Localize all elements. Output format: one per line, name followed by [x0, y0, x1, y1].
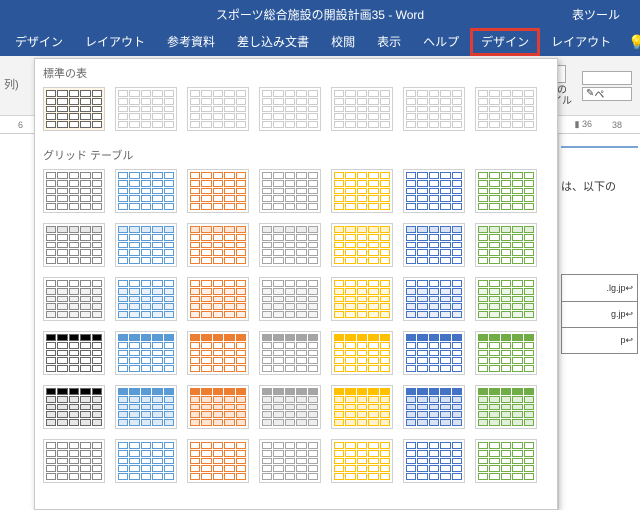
ribbon-tab-7[interactable]: デザイン — [470, 28, 540, 56]
ribbon-tabs: デザインレイアウト参考資料差し込み文書校閲表示ヘルプデザインレイアウト💡 — [0, 28, 640, 56]
doc-table-fragment: .lg.jp↩g.jp↩p↩ — [561, 274, 638, 354]
pen-controls: ✎ペ — [582, 71, 632, 101]
table-style-option[interactable] — [115, 277, 177, 321]
ribbon-tab-8[interactable]: レイアウト — [540, 28, 622, 56]
table-style-option[interactable] — [43, 277, 105, 321]
ribbon-tab-6[interactable]: ヘルプ — [412, 28, 470, 56]
table-style-option[interactable] — [43, 385, 105, 429]
table-style-option[interactable] — [43, 439, 105, 483]
table-style-option[interactable] — [259, 439, 321, 483]
table-style-option[interactable] — [403, 277, 465, 321]
ruler-mark: ▮ 36 — [575, 119, 592, 130]
table-style-option[interactable] — [187, 169, 249, 213]
table-style-option[interactable] — [331, 277, 393, 321]
table-style-option[interactable] — [331, 169, 393, 213]
table-style-option[interactable] — [331, 331, 393, 375]
table-style-option[interactable] — [403, 439, 465, 483]
table-style-option[interactable] — [259, 169, 321, 213]
table-style-option[interactable] — [475, 87, 537, 131]
table-style-option[interactable] — [475, 331, 537, 375]
doc-table-cell: p↩ — [562, 327, 637, 353]
ribbon-fragment-left: 列) — [4, 76, 19, 92]
table-style-option[interactable] — [403, 87, 465, 131]
table-style-option[interactable] — [187, 223, 249, 267]
document-peek: は、以下の .lg.jp↩g.jp↩p↩ — [558, 134, 640, 510]
table-style-option[interactable] — [403, 169, 465, 213]
table-style-option[interactable] — [403, 331, 465, 375]
doc-heading-rule — [561, 146, 638, 148]
ribbon-tab-3[interactable]: 差し込み文書 — [226, 28, 320, 56]
gallery-section-grid: グリッド テーブル — [35, 141, 557, 165]
table-style-option[interactable] — [259, 331, 321, 375]
table-style-option[interactable] — [331, 223, 393, 267]
table-style-option[interactable] — [115, 439, 177, 483]
table-style-option[interactable] — [403, 223, 465, 267]
document-title: スポーツ総合施設の開設計画35 - Word — [0, 6, 640, 23]
table-style-option[interactable] — [403, 385, 465, 429]
table-style-option[interactable] — [115, 87, 177, 131]
table-style-option[interactable] — [115, 169, 177, 213]
table-style-option[interactable] — [187, 277, 249, 321]
table-style-option[interactable] — [43, 169, 105, 213]
table-style-option[interactable] — [259, 277, 321, 321]
pen-width-dropdown[interactable] — [582, 71, 632, 85]
tell-me-icon[interactable]: 💡 — [628, 34, 640, 51]
pen-color-dropdown[interactable]: ✎ペ — [582, 87, 632, 101]
gallery-section-plain: 標準の表 — [35, 59, 557, 83]
table-style-option[interactable] — [475, 223, 537, 267]
table-style-option[interactable] — [187, 331, 249, 375]
doc-table-cell: .lg.jp↩ — [562, 275, 637, 301]
ribbon-tab-0[interactable]: デザイン — [4, 28, 74, 56]
table-style-option[interactable] — [259, 223, 321, 267]
table-style-option[interactable] — [187, 87, 249, 131]
table-style-option[interactable] — [475, 385, 537, 429]
pen-icon: ✎ — [586, 88, 594, 99]
doc-table-cell: g.jp↩ — [562, 301, 637, 327]
ruler-mark: 38 — [612, 120, 622, 130]
table-style-option[interactable] — [187, 385, 249, 429]
table-style-option[interactable] — [475, 439, 537, 483]
table-style-option[interactable] — [475, 277, 537, 321]
contextual-tab-label: 表ツール — [564, 4, 628, 25]
table-style-option[interactable] — [331, 385, 393, 429]
table-style-option[interactable] — [331, 87, 393, 131]
table-style-option[interactable] — [115, 385, 177, 429]
title-bar: スポーツ総合施設の開設計画35 - Word 表ツール — [0, 0, 640, 28]
table-style-option[interactable] — [115, 223, 177, 267]
table-style-option[interactable] — [475, 169, 537, 213]
gallery-grid-plain — [35, 83, 557, 141]
table-styles-gallery: 標準の表 グリッド テーブル — [34, 58, 558, 510]
table-style-option[interactable] — [259, 385, 321, 429]
table-style-option[interactable] — [187, 439, 249, 483]
ribbon-tab-4[interactable]: 校閲 — [320, 28, 366, 56]
table-style-option[interactable] — [43, 331, 105, 375]
doc-text-fragment: は、以下の — [561, 178, 638, 194]
gallery-grid-main — [35, 165, 557, 493]
table-style-option[interactable] — [259, 87, 321, 131]
table-style-option[interactable] — [43, 87, 105, 131]
table-style-option[interactable] — [115, 331, 177, 375]
ribbon-tab-5[interactable]: 表示 — [366, 28, 412, 56]
table-style-option[interactable] — [331, 439, 393, 483]
ribbon-tab-2[interactable]: 参考資料 — [156, 28, 226, 56]
ribbon-tab-1[interactable]: レイアウト — [74, 28, 156, 56]
table-style-option[interactable] — [43, 223, 105, 267]
ruler-mark-left: 6 — [18, 120, 23, 130]
